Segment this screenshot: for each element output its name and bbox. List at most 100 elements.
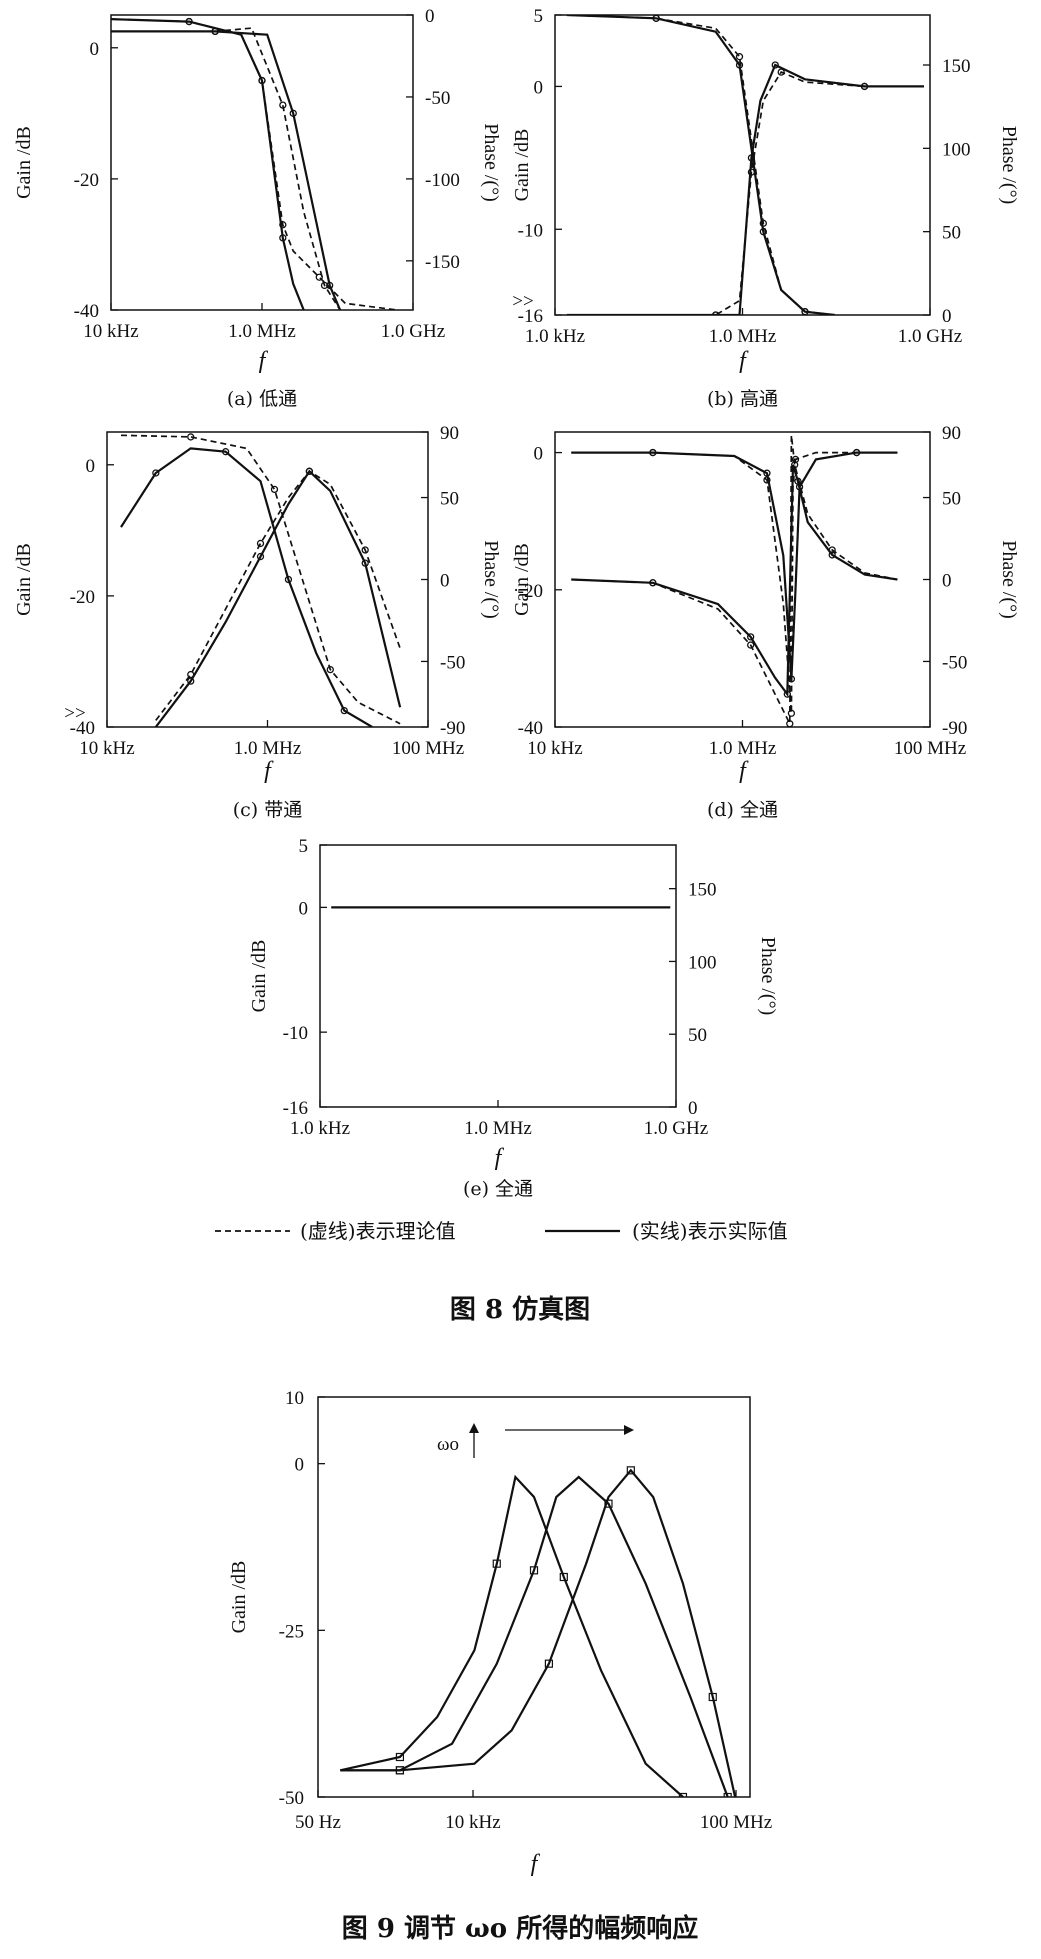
fig9-x-tick-label: 100 MHz	[700, 1812, 772, 1833]
series-marker	[361, 546, 369, 554]
panel-caption: (a) 低通	[227, 388, 297, 410]
fig9-series-3-line	[340, 1468, 737, 1797]
y2-tick-label: 150	[688, 880, 717, 901]
series-marker	[258, 76, 266, 85]
y2-tick-label: -50	[440, 652, 465, 673]
y-tick-label: -20	[74, 170, 99, 191]
series-marker	[860, 82, 869, 91]
series-marker	[747, 633, 755, 641]
figure8-caption: 图 8 仿真图	[450, 1294, 590, 1325]
fig9-y-axis-label: Gain /dB	[228, 1561, 250, 1634]
fig9-series-marker	[529, 1566, 539, 1575]
series-gain-solid-line	[111, 18, 305, 310]
y2-axis-label: Phase /(°)	[998, 540, 1020, 619]
x-axis-label: f	[495, 1145, 505, 1171]
y2-tick-label: 100	[942, 139, 971, 160]
y-axis-label: Gain /dB	[248, 940, 270, 1013]
panel-d: 0 -20 -40 90 50 0 -50 -90 10 kHz 1.0 MHz 100 MHz Ga…	[511, 423, 1020, 821]
fig9-series-marker	[678, 1792, 688, 1797]
series-marker	[326, 665, 334, 674]
series-phase-solid-line	[566, 15, 835, 315]
series-marker	[712, 311, 720, 315]
series-marker	[763, 469, 771, 477]
x-tick-label: 1.0 MHz	[709, 738, 777, 759]
x-tick-label: 1.0 kHz	[290, 1118, 350, 1139]
series-marker	[279, 221, 287, 229]
x-tick-label: 100 MHz	[392, 738, 464, 759]
panel-annotation: >>	[512, 291, 533, 312]
panel-annotation: >>	[64, 703, 85, 724]
fig9-series-2-line	[340, 1475, 729, 1797]
y-tick-label: 0	[86, 456, 96, 477]
fig9-y-tick-label: 10	[285, 1388, 304, 1409]
series-marker	[787, 709, 796, 717]
series-marker	[284, 575, 293, 584]
fig9-series-marker	[626, 1466, 635, 1475]
fig9-x-tick-label: 10 kHz	[445, 1812, 500, 1833]
series-marker	[279, 234, 287, 242]
y2-tick-label: 0	[942, 571, 952, 592]
figure8-panels: 0 -20 -40 0 -50 -100 -150 10 kHz 1.0 MHz 1.0 GHz G…	[13, 6, 1020, 1200]
y2-tick-label: -100	[425, 170, 460, 191]
series-marker	[289, 109, 297, 117]
series-marker	[791, 461, 799, 469]
series-marker	[786, 720, 794, 727]
series-marker	[256, 539, 265, 548]
x-tick-label: 1.0 MHz	[228, 321, 296, 342]
series-phase-solid-line	[571, 464, 898, 698]
x-axis-label: f	[739, 348, 749, 374]
series-marker	[759, 219, 767, 227]
panel-caption: (e) 全通	[463, 1178, 533, 1200]
y2-tick-label: -50	[425, 88, 450, 109]
y2-axis-label: Phase /(°)	[998, 126, 1020, 205]
panel-caption: (b) 高通	[707, 388, 778, 410]
y2-tick-label: -50	[942, 652, 967, 673]
figure8-legend: (虚线)表示理论值 (实线)表示实际值	[215, 1219, 788, 1243]
y-tick-label: 0	[534, 444, 544, 465]
series-marker	[152, 469, 160, 477]
x-tick-label: 1.0 GHz	[898, 326, 962, 347]
series-gain-dashed-line	[571, 451, 898, 714]
x-tick-label: 1.0 kHz	[525, 326, 585, 347]
y2-tick-label: 100	[688, 952, 717, 973]
fig9-up-arrowhead	[469, 1423, 479, 1433]
series-phase-dashed-line	[571, 435, 898, 725]
y2-tick-label: 0	[942, 306, 952, 327]
series-gain-dashed-line	[155, 470, 401, 721]
series-gain-solid-line	[566, 63, 924, 315]
y-tick-label: -20	[70, 587, 95, 608]
x-tick-label: 1.0 MHz	[709, 326, 777, 347]
y2-tick-label: -150	[425, 252, 460, 273]
y-tick-label: -40	[74, 301, 99, 322]
legend-solid-label: (实线)表示实际值	[632, 1219, 788, 1243]
series-marker	[801, 308, 809, 315]
y-tick-label: -40	[518, 718, 543, 739]
y-tick-label: 0	[534, 77, 544, 98]
panel-e-frame	[319, 844, 677, 1108]
fig9-frame	[317, 1396, 751, 1798]
y-tick-label: -16	[283, 1098, 308, 1119]
series-marker	[279, 101, 287, 109]
x-axis-label: f	[259, 348, 269, 374]
y2-tick-label: 50	[942, 489, 961, 510]
series-marker	[221, 448, 230, 456]
y-axis-label: Gain /dB	[13, 126, 35, 199]
panel-a-frame	[110, 14, 414, 311]
y2-tick-label: 90	[942, 423, 961, 444]
y-tick-label: 0	[90, 39, 100, 60]
series-marker	[185, 17, 193, 26]
fig9-series-marker	[395, 1766, 405, 1775]
y2-tick-label: 90	[440, 423, 459, 444]
series-phase-solid-line	[120, 447, 373, 727]
fig9-omega-annotation: ωo	[437, 1434, 459, 1455]
series-marker	[649, 579, 657, 587]
x-tick-label: 10 kHz	[79, 738, 134, 759]
y-axis-label: Gain /dB	[511, 543, 533, 616]
series-marker	[852, 448, 861, 457]
series-marker	[828, 546, 836, 554]
fig9-x-tick-label: 50 Hz	[295, 1812, 341, 1833]
series-marker	[777, 68, 785, 76]
